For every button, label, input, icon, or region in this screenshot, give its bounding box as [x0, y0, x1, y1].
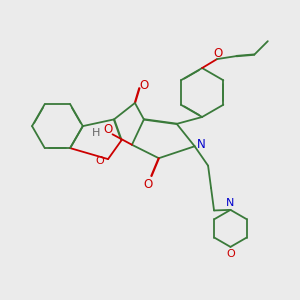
Text: O: O: [144, 178, 153, 191]
Text: O: O: [213, 46, 222, 60]
Text: O: O: [95, 156, 104, 166]
Text: N: N: [197, 138, 206, 151]
Text: N: N: [226, 198, 235, 208]
Text: H: H: [92, 128, 100, 138]
Text: O: O: [139, 79, 148, 92]
Text: O: O: [103, 123, 113, 136]
Text: O: O: [226, 249, 235, 260]
